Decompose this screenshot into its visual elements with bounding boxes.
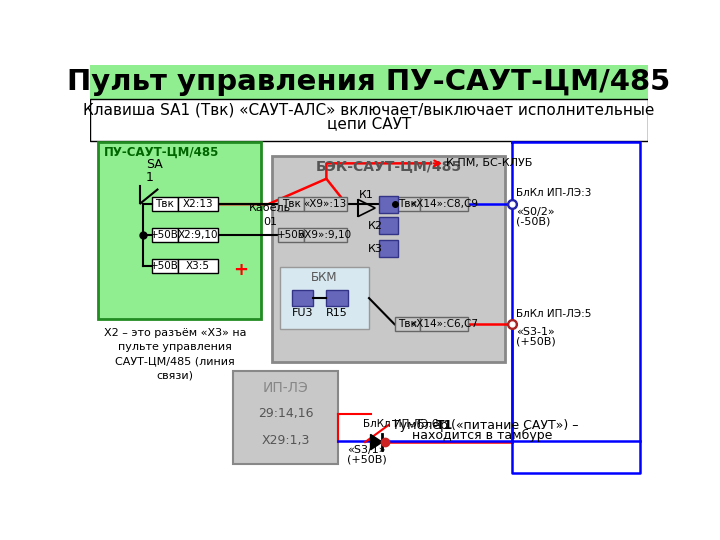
Text: «Х14»:С8,С9: «Х14»:С8,С9 xyxy=(410,199,478,209)
Text: находится в тамбуре: находится в тамбуре xyxy=(412,429,552,442)
Bar xyxy=(279,228,304,242)
Text: 1: 1 xyxy=(145,171,153,184)
Text: Твк: Твк xyxy=(282,199,300,209)
Text: Х2 – это разъём «Х3» на
пульте управления
САУТ-ЦМ/485 (линия
связи): Х2 – это разъём «Х3» на пульте управлени… xyxy=(104,328,246,380)
Bar xyxy=(326,291,348,306)
Text: «S0/2»: «S0/2» xyxy=(516,207,555,217)
Bar xyxy=(178,228,218,242)
Text: БлКл ИП-ЛЭ:3: БлКл ИП-ЛЭ:3 xyxy=(516,188,592,198)
Bar xyxy=(379,217,398,234)
Text: Х3:5: Х3:5 xyxy=(186,261,210,271)
Text: +50В: +50В xyxy=(150,261,179,271)
Bar xyxy=(379,195,398,213)
Text: Х2:9,10: Х2:9,10 xyxy=(177,230,218,240)
Text: (+50В): (+50В) xyxy=(347,454,387,464)
Text: Твк: Твк xyxy=(398,319,417,329)
Text: К1: К1 xyxy=(359,190,374,200)
Bar xyxy=(272,156,505,362)
Text: К ПМ, БС-КЛУБ: К ПМ, БС-КЛУБ xyxy=(446,158,533,168)
Text: R15: R15 xyxy=(326,308,348,318)
Text: цепи САУТ: цепи САУТ xyxy=(327,116,411,131)
Bar xyxy=(178,197,218,211)
Bar xyxy=(395,318,420,331)
Text: (-50В): (-50В) xyxy=(516,216,551,226)
Bar xyxy=(152,197,178,211)
Bar xyxy=(98,142,261,319)
Text: Х29:1,3: Х29:1,3 xyxy=(261,434,310,447)
Text: (+50В): (+50В) xyxy=(516,336,556,346)
Text: Пульт управления ПУ-САУТ-ЦМ/485: Пульт управления ПУ-САУТ-ЦМ/485 xyxy=(68,68,670,96)
Text: +50В: +50В xyxy=(150,230,179,240)
Bar xyxy=(292,291,313,306)
Text: +50В: +50В xyxy=(276,230,305,240)
Bar xyxy=(304,228,346,242)
Text: Клавиша SA1 (Твк) «САУТ-АЛС» включает/выключает исполнительные: Клавиша SA1 (Твк) «САУТ-АЛС» включает/вы… xyxy=(84,103,654,118)
Text: БКМ: БКМ xyxy=(311,271,338,284)
Text: «Х9»:13: «Х9»:13 xyxy=(304,199,347,209)
Text: Х2:13: Х2:13 xyxy=(182,199,213,209)
Text: ПУ-САУТ-ЦМ/485: ПУ-САУТ-ЦМ/485 xyxy=(104,145,220,158)
Text: БлКл ИП-ЛЭ:5: БлКл ИП-ЛЭ:5 xyxy=(516,308,592,319)
Bar xyxy=(233,372,338,464)
Polygon shape xyxy=(371,434,382,450)
Bar xyxy=(280,267,369,329)
Text: К2: К2 xyxy=(367,221,382,231)
Bar xyxy=(279,197,304,211)
Text: «S3/1»: «S3/1» xyxy=(347,445,386,455)
Text: БлКл ИП-ЛЭ:6: БлКл ИП-ЛЭ:6 xyxy=(363,418,438,429)
Text: БЭК-САУТ-ЦМ/485: БЭК-САУТ-ЦМ/485 xyxy=(315,159,462,173)
Text: («питание САУТ») –: («питание САУТ») – xyxy=(447,418,579,431)
Text: «Х9»:9,10: «Х9»:9,10 xyxy=(299,230,352,240)
Text: 29:14,16: 29:14,16 xyxy=(258,407,313,420)
Text: Т1: Т1 xyxy=(436,418,453,431)
Text: Твк: Твк xyxy=(398,199,417,209)
Text: Твк: Твк xyxy=(156,199,174,209)
Text: ИП-ЛЭ: ИП-ЛЭ xyxy=(263,381,309,395)
Text: «S3-1»: «S3-1» xyxy=(516,327,555,337)
Bar xyxy=(152,259,178,273)
Text: «Х14»:С6,С7: «Х14»:С6,С7 xyxy=(410,319,478,329)
Text: Кабель
01: Кабель 01 xyxy=(248,204,291,227)
Bar xyxy=(304,197,346,211)
Text: SA: SA xyxy=(145,158,163,171)
Text: FU3: FU3 xyxy=(292,308,313,318)
Bar xyxy=(379,240,398,257)
Bar xyxy=(420,197,468,211)
Text: Тумблер: Тумблер xyxy=(392,418,452,431)
Bar xyxy=(395,197,420,211)
Bar xyxy=(90,65,648,99)
Bar xyxy=(152,228,178,242)
Bar xyxy=(420,318,468,331)
Bar xyxy=(178,259,218,273)
Bar xyxy=(90,99,648,141)
Text: +: + xyxy=(233,261,248,279)
Text: К3: К3 xyxy=(367,244,382,254)
